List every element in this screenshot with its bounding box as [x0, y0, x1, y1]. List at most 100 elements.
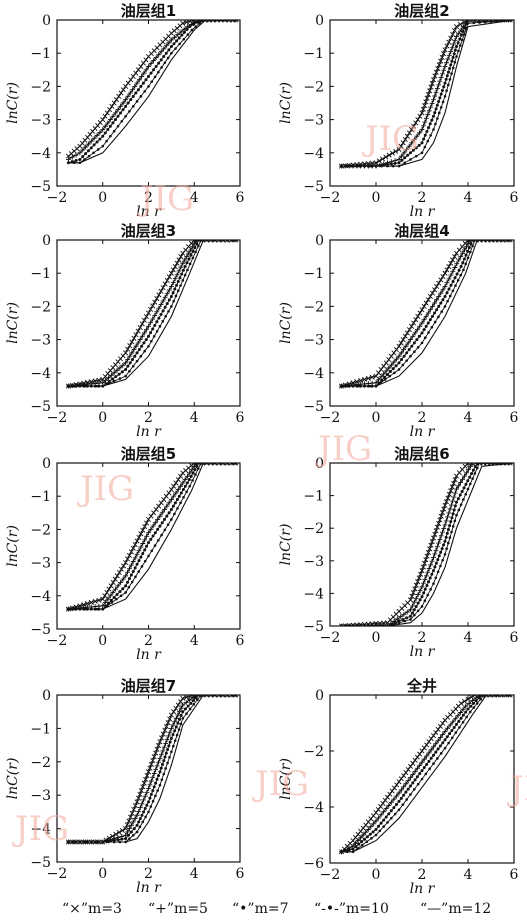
data-point	[151, 58, 156, 63]
data-point	[465, 715, 468, 719]
data-point	[164, 315, 167, 318]
y-tick-label: 0	[42, 13, 51, 29]
data-point	[108, 124, 112, 128]
data-point	[142, 537, 148, 543]
data-point	[391, 796, 397, 802]
data-point	[424, 324, 428, 328]
data-point	[499, 695, 505, 698]
data-point	[145, 544, 149, 548]
data-point	[438, 533, 444, 539]
data-point	[180, 480, 186, 486]
data-point	[128, 77, 134, 83]
data-point	[182, 477, 188, 482]
data-point	[442, 522, 448, 528]
data-point	[172, 42, 176, 46]
data-point	[185, 712, 188, 716]
data-point	[428, 576, 432, 580]
data-point	[441, 51, 447, 57]
legend-entry: “-•-”m=10	[314, 901, 389, 917]
data-point	[409, 127, 415, 133]
data-point	[143, 314, 149, 320]
data-point	[116, 838, 120, 842]
data-point	[379, 821, 383, 825]
data-point	[146, 64, 151, 69]
data-point	[405, 798, 408, 801]
data-point	[135, 359, 139, 363]
data-point	[116, 829, 122, 835]
data-point	[101, 144, 105, 148]
data-point	[156, 789, 159, 792]
data-point	[452, 716, 458, 722]
data-point	[132, 84, 138, 89]
data-point	[466, 707, 470, 711]
data-point	[178, 264, 184, 270]
data-point	[440, 88, 444, 92]
y-tick-label: −3	[303, 113, 324, 129]
data-point	[391, 785, 397, 791]
data-point	[172, 34, 177, 40]
chart-title: 全井	[406, 677, 437, 695]
data-point	[389, 788, 395, 794]
data-point	[451, 56, 455, 60]
data-point	[445, 735, 449, 739]
series-line	[68, 240, 240, 387]
data-point	[178, 717, 182, 721]
chart-panel: −2 0 2 4 6 0 −1 −2 −3 −4 −5 油层组5 ln r lnC(r)	[5, 445, 245, 663]
data-point	[143, 548, 147, 552]
data-point	[411, 137, 417, 142]
data-point	[154, 781, 158, 785]
data-point	[413, 317, 419, 323]
data-point	[398, 787, 404, 793]
data-point	[448, 536, 452, 539]
data-point	[105, 139, 108, 143]
data-point	[415, 775, 419, 779]
data-point	[139, 354, 143, 358]
data-point	[448, 77, 452, 81]
data-point	[115, 593, 119, 597]
data-point	[171, 744, 175, 748]
chart-title: 油层组5	[121, 445, 176, 463]
data-point	[175, 733, 179, 737]
data-point	[120, 370, 124, 374]
data-point	[378, 374, 384, 380]
y-tick-label: −2	[30, 299, 51, 315]
data-point	[136, 809, 142, 814]
data-point	[109, 134, 112, 138]
data-point	[135, 340, 141, 346]
data-point	[142, 793, 148, 799]
data-point	[483, 20, 487, 24]
data-point	[507, 463, 513, 466]
data-point	[125, 80, 131, 86]
data-point	[361, 376, 368, 382]
data-point	[229, 695, 235, 698]
data-point	[183, 273, 187, 277]
data-point	[431, 555, 436, 560]
data-point	[110, 580, 116, 586]
data-point	[434, 107, 438, 111]
data-point	[453, 48, 457, 52]
data-point	[81, 155, 85, 159]
data-point	[451, 525, 455, 528]
data-point	[161, 744, 167, 750]
series-line	[68, 240, 240, 387]
chart-title: 油层组1	[121, 2, 176, 20]
data-point	[132, 542, 138, 548]
data-point	[419, 110, 425, 116]
data-point	[111, 370, 117, 376]
data-point	[187, 478, 191, 482]
data-point	[411, 148, 415, 152]
y-tick-label: −2	[30, 79, 51, 95]
data-point	[126, 364, 130, 368]
y-tick-label: −5	[30, 622, 51, 638]
data-point	[400, 358, 404, 362]
data-point	[181, 710, 185, 714]
data-point	[404, 330, 410, 336]
data-point	[186, 268, 189, 272]
data-point	[435, 66, 441, 72]
data-point	[416, 601, 420, 605]
data-point	[168, 712, 174, 718]
data-point	[156, 759, 161, 765]
data-point	[403, 343, 409, 349]
data-point	[391, 359, 397, 365]
